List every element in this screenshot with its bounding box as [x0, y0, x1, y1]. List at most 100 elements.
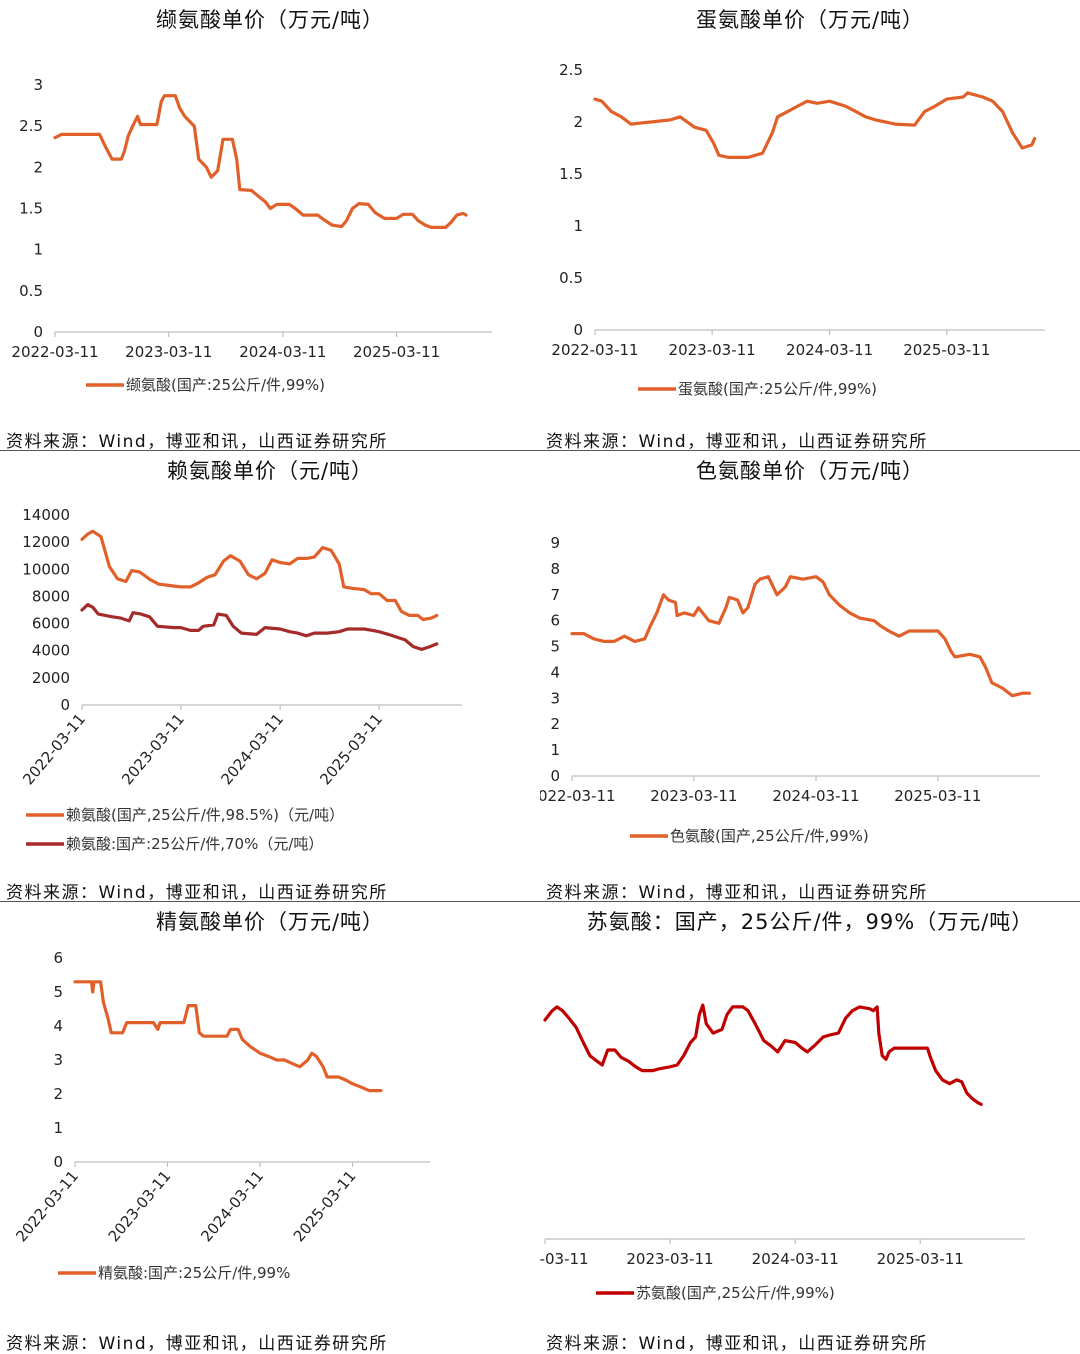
- x-tick-label: 2022-03-11: [540, 1250, 589, 1268]
- x-tick-label: 2022-03-11: [19, 710, 89, 788]
- chart-title: 苏氨酸：国产，25公斤/件，99%（万元/吨）: [586, 910, 1034, 934]
- series-line: [80, 529, 439, 622]
- y-tick-label: 1.5: [559, 165, 583, 183]
- x-tick-label: 2024-03-11: [786, 341, 873, 359]
- chart-title: 色氨酸单价（万元/吨）: [695, 459, 925, 483]
- y-tick-label: 4: [550, 663, 560, 681]
- chart-svg-arginine: 0 1 2 3 4 5 6 2022-03-11 2023-03-11 2024-03-11 202…: [12, 949, 430, 1282]
- section-divider: [0, 901, 1080, 902]
- y-tick-label: 6: [53, 949, 63, 967]
- y-tick-label: 1: [33, 241, 43, 259]
- x-tick-label: 2024-03-11: [217, 710, 287, 788]
- y-tick-label: 1: [53, 1119, 63, 1137]
- y-tick-label: 5: [550, 638, 560, 656]
- source-note: 资料来源：Wind，博亚和讯，山西证券研究所: [6, 883, 388, 903]
- x-tick-label: 2025-03-11: [316, 710, 386, 788]
- x-tick-label: 2023-03-11: [105, 1167, 175, 1245]
- chart-panel-threonine: 苏氨酸：国产，25公斤/件，99%（万元/吨） 00.20.40.60.811.…: [540, 902, 1080, 1354]
- y-tick-label: 12000: [22, 533, 70, 551]
- y-tick-label: 10000: [22, 560, 70, 578]
- chart-svg-lysine: 0 2000 4000 6000 8000 10000 12000 14000 2022-03-…: [19, 506, 462, 853]
- y-tick-label: 0.5: [559, 269, 583, 287]
- x-tick-label: 2022-03-11: [11, 343, 98, 361]
- chart-panel-lysine: 赖氨酸单价（元/吨） 0 2000 4000 6000 8000 10000 12000 14…: [0, 451, 540, 903]
- y-tick-label: 5: [53, 983, 63, 1001]
- series-line: [53, 94, 468, 229]
- y-tick-label: 2000: [32, 669, 70, 687]
- x-tick-label: 2025-03-11: [290, 1167, 360, 1245]
- x-tick-label: 2023-03-11: [669, 341, 756, 359]
- source-note: 资料来源：Wind，博亚和讯，山西证券研究所: [546, 883, 928, 903]
- y-tick-label: 2: [573, 113, 583, 131]
- chart-panel-tryptophan: 色氨酸单价（万元/吨） 0 1 2 3 4 5 6 7 8 9 2022-03-11 2023-03-…: [540, 451, 1080, 903]
- x-tick-label: 2023-03-11: [650, 787, 737, 805]
- chart-title: 蛋氨酸单价（万元/吨）: [695, 8, 925, 32]
- x-tick-label: 2023-03-11: [626, 1250, 713, 1268]
- y-tick-label: 1: [573, 217, 583, 235]
- source-note: 资料来源：Wind，博亚和讯，山西证券研究所: [6, 432, 388, 452]
- y-tick-label: 2.5: [19, 117, 43, 135]
- y-tick-label: 2: [53, 1085, 63, 1103]
- chart-panel-valine: 缬氨酸单价（万元/吨） 0 0.5 1 1.5 2 2.5 3 2022-03-11 2023-…: [0, 0, 540, 452]
- series-line: [80, 603, 439, 651]
- y-tick-label: 9: [550, 534, 560, 552]
- legend-label: 缬氨酸(国产:25公斤/件,99%): [126, 376, 325, 394]
- legend-label: 赖氨酸:国产:25公斤/件,70%（元/吨）: [66, 835, 323, 853]
- chart-title: 赖氨酸单价（元/吨）: [166, 459, 374, 483]
- chart-panel-methionine: 蛋氨酸单价（万元/吨） 0 0.5 1 1.5 2 2.5 2022-03-11 2023-0…: [540, 0, 1080, 452]
- x-tick-label: 2022-03-11: [12, 1167, 82, 1245]
- y-tick-label: 6: [550, 612, 560, 630]
- x-tick-label: 2025-03-11: [903, 341, 990, 359]
- legend-label: 赖氨酸(国产,25公斤/件,98.5%)（元/吨）: [66, 806, 344, 824]
- y-tick-label: 0: [573, 321, 583, 339]
- source-note: 资料来源：Wind，博亚和讯，山西证券研究所: [6, 1334, 388, 1354]
- x-tick-label: 2025-03-11: [894, 787, 981, 805]
- x-tick-label: 2024-03-11: [197, 1167, 267, 1245]
- y-tick-label: 2: [550, 715, 560, 733]
- y-tick-label: 0: [60, 696, 70, 714]
- series-line: [570, 575, 1031, 698]
- x-tick-label: 2023-03-11: [118, 710, 188, 788]
- chart-panel-arginine: 精氨酸单价（万元/吨） 0 1 2 3 4 5 6 2022-03-11 2023-03-11 2…: [0, 902, 540, 1354]
- legend-label: 苏氨酸(国产,25公斤/件,99%): [636, 1284, 835, 1302]
- legend-label: 精氨酸:国产:25公斤/件,99%: [98, 1264, 290, 1282]
- y-tick-label: 3: [53, 1051, 63, 1069]
- y-tick-label: 14000: [22, 506, 70, 524]
- y-tick-label: 3: [33, 76, 43, 94]
- y-tick-label: 1: [550, 741, 560, 759]
- source-note: 资料来源：Wind，博亚和讯，山西证券研究所: [546, 1334, 928, 1354]
- legend-label: 蛋氨酸(国产:25公斤/件,99%): [678, 380, 877, 398]
- x-tick-label: 2024-03-11: [752, 1250, 839, 1268]
- series-line: [73, 980, 383, 1093]
- chart-title: 精氨酸单价（万元/吨）: [155, 910, 385, 934]
- x-tick-label: 2022-03-11: [540, 787, 616, 805]
- x-tick-label: 2024-03-11: [772, 787, 859, 805]
- y-tick-label: 0: [550, 767, 560, 785]
- y-tick-label: 4: [53, 1017, 63, 1035]
- x-tick-label: 2025-03-11: [353, 343, 440, 361]
- chart-svg-valine: 0 0.5 1 1.5 2 2.5 3 2022-03-11 2023-03-11 2024-03…: [11, 76, 492, 394]
- y-tick-label: 0.5: [19, 282, 43, 300]
- chart-title: 缬氨酸单价（万元/吨）: [155, 8, 385, 32]
- source-note: 资料来源：Wind，博亚和讯，山西证券研究所: [546, 432, 928, 452]
- y-tick-label: 8000: [32, 587, 70, 605]
- y-tick-label: 1.5: [19, 200, 43, 218]
- x-tick-label: 2022-03-11: [551, 341, 638, 359]
- x-tick-label: 2025-03-11: [877, 1250, 964, 1268]
- series-line: [593, 91, 1037, 159]
- y-tick-label: 6000: [32, 615, 70, 633]
- chart-svg-tryptophan: 0 1 2 3 4 5 6 7 8 9 2022-03-11 2023-03-11 2024-03-11…: [540, 534, 1040, 845]
- legend-label: 色氨酸(国产,25公斤/件,99%): [670, 827, 869, 845]
- x-tick-label: 2024-03-11: [239, 343, 326, 361]
- y-tick-label: 4000: [32, 642, 70, 660]
- y-tick-label: 8: [550, 560, 560, 578]
- chart-svg-threonine: 00.20.40.60.811.21.42022-03-112023-03-11…: [540, 1003, 1025, 1302]
- chart-svg-methionine: 0 0.5 1 1.5 2 2.5 2022-03-11 2023-03-11 2024-03-…: [551, 61, 1045, 398]
- y-tick-label: 2: [33, 158, 43, 176]
- y-tick-label: 2.5: [559, 61, 583, 79]
- y-tick-label: 3: [550, 689, 560, 707]
- series-line: [543, 1003, 983, 1106]
- y-tick-label: 0: [53, 1153, 63, 1171]
- x-tick-label: 2023-03-11: [125, 343, 212, 361]
- section-divider: [0, 450, 1080, 451]
